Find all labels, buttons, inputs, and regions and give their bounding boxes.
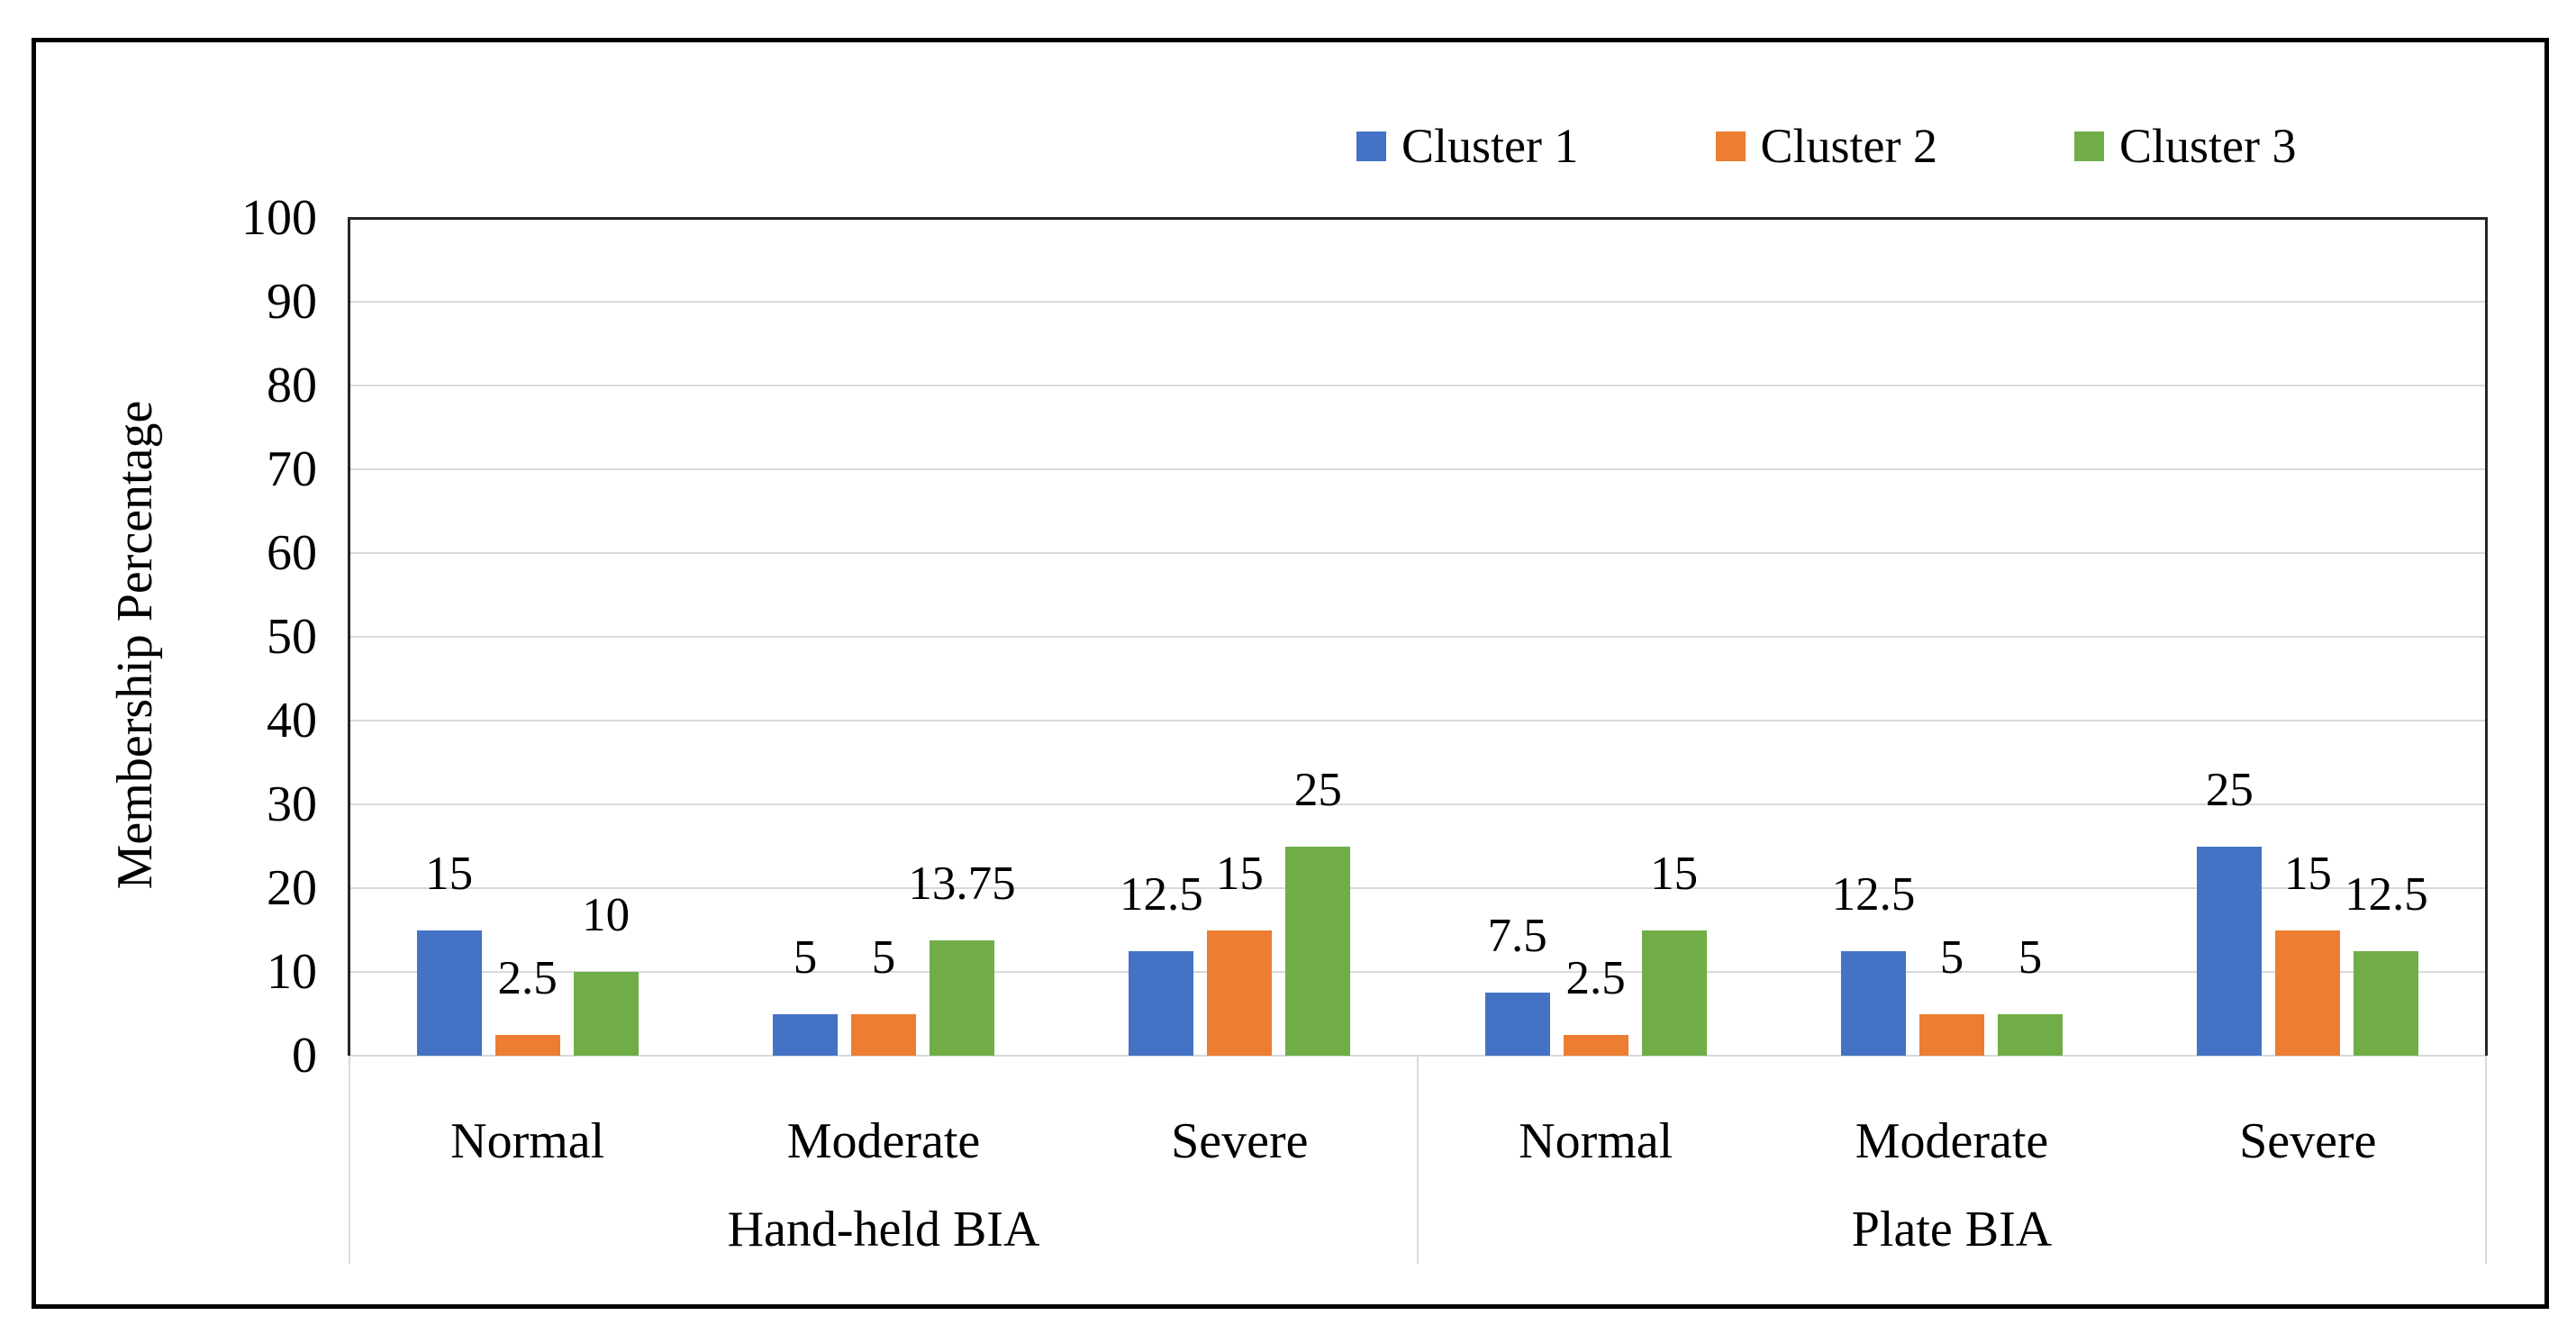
bar-cluster-2-cat4 — [1919, 1013, 1984, 1056]
legend-swatch-icon — [1356, 131, 1386, 161]
data-label: 12.5 — [1831, 867, 1916, 921]
plot-top-border — [348, 217, 2488, 220]
category-separator — [349, 1056, 350, 1264]
data-label: 5 — [871, 930, 896, 984]
legend-swatch-icon — [2074, 131, 2104, 161]
data-label: 10 — [582, 889, 630, 941]
gridline-40 — [349, 720, 2486, 721]
legend-item-cluster-3: Cluster 3 — [2074, 119, 2297, 173]
data-label: 25 — [1293, 763, 1342, 816]
data-label: 15 — [1650, 847, 1699, 900]
bar-cluster-2-cat1 — [851, 1013, 916, 1056]
bar-cluster-1-cat4 — [1841, 950, 1906, 1056]
group-label: Hand-held BIA — [727, 1202, 1040, 1257]
bar-cluster-1-cat0 — [416, 930, 482, 1056]
bar-cluster-3-cat3 — [1641, 930, 1707, 1056]
data-label: 13.75 — [908, 858, 1016, 911]
bar-cluster-1-cat2 — [1129, 950, 1194, 1056]
category-separator — [1417, 1056, 1419, 1264]
group-label: Plate BIA — [1851, 1202, 2053, 1257]
legend-label: Cluster 1 — [1401, 119, 1579, 173]
category-separator — [2485, 1056, 2487, 1264]
legend-label: Cluster 2 — [1760, 119, 1938, 173]
plot-right-border — [2485, 217, 2488, 1056]
data-label: 12.5 — [2344, 867, 2428, 921]
legend-label: Cluster 3 — [2119, 119, 2297, 173]
gridline-50 — [349, 636, 2486, 638]
chart-legend: Cluster 1 Cluster 2 Cluster 3 — [1356, 119, 2297, 173]
y-tick-label-0: 0 — [292, 1028, 317, 1084]
bar-cluster-1-cat3 — [1484, 993, 1550, 1056]
bar-cluster-1-cat5 — [2197, 846, 2263, 1056]
data-label: 12.5 — [1119, 867, 1203, 921]
gridline-90 — [349, 301, 2486, 303]
y-tick-label-40: 40 — [267, 693, 317, 749]
bar-cluster-3-cat2 — [1285, 846, 1351, 1056]
y-tick-label-30: 30 — [267, 776, 317, 832]
data-label: 2.5 — [1565, 951, 1626, 1004]
bar-cluster-3-cat4 — [1998, 1013, 2063, 1056]
bar-cluster-3-cat1 — [930, 940, 994, 1056]
gridline-20 — [349, 887, 2486, 889]
y-tick-label-80: 80 — [267, 358, 317, 413]
data-label: 25 — [2205, 763, 2254, 816]
y-tick-label-20: 20 — [267, 860, 317, 916]
y-tick-label-10: 10 — [267, 944, 317, 1000]
data-label: 15 — [2283, 847, 2332, 900]
gridline-10 — [349, 971, 2486, 973]
category-label: Severe — [1171, 1113, 1309, 1169]
bar-cluster-2-cat2 — [1207, 930, 1273, 1056]
data-label: 5 — [793, 930, 818, 984]
data-label: 2.5 — [497, 951, 558, 1004]
y-tick-label-90: 90 — [267, 274, 317, 330]
gridline-80 — [349, 385, 2486, 386]
gridline-60 — [349, 552, 2486, 554]
gridline-30 — [349, 803, 2486, 805]
y-axis-line — [348, 217, 350, 1056]
data-label: 15 — [1215, 847, 1264, 900]
category-label: Moderate — [786, 1113, 981, 1169]
category-label: Normal — [1519, 1113, 1673, 1169]
y-tick-label-60: 60 — [267, 525, 317, 581]
category-label: Moderate — [1855, 1113, 2049, 1169]
data-label: 15 — [425, 847, 474, 900]
category-label: Normal — [450, 1113, 605, 1169]
figure-border — [32, 38, 2549, 1309]
bar-cluster-3-cat0 — [573, 972, 639, 1056]
bar-cluster-1-cat1 — [773, 1013, 838, 1056]
legend-item-cluster-1: Cluster 1 — [1356, 119, 1579, 173]
gridline-70 — [349, 468, 2486, 470]
category-label: Severe — [2239, 1113, 2377, 1169]
bar-cluster-2-cat0 — [494, 1034, 560, 1056]
data-label: 5 — [2018, 930, 2043, 984]
bar-cluster-2-cat3 — [1563, 1034, 1628, 1056]
data-label: 5 — [1939, 930, 1964, 984]
legend-item-cluster-2: Cluster 2 — [1715, 119, 1938, 173]
y-tick-label-70: 70 — [267, 441, 317, 497]
data-label: 7.5 — [1487, 910, 1547, 963]
y-tick-label-50: 50 — [267, 609, 317, 665]
bar-cluster-3-cat5 — [2354, 950, 2419, 1056]
legend-swatch-icon — [1715, 131, 1746, 161]
bar-cluster-2-cat5 — [2275, 930, 2341, 1056]
y-tick-label-100: 100 — [241, 190, 317, 246]
